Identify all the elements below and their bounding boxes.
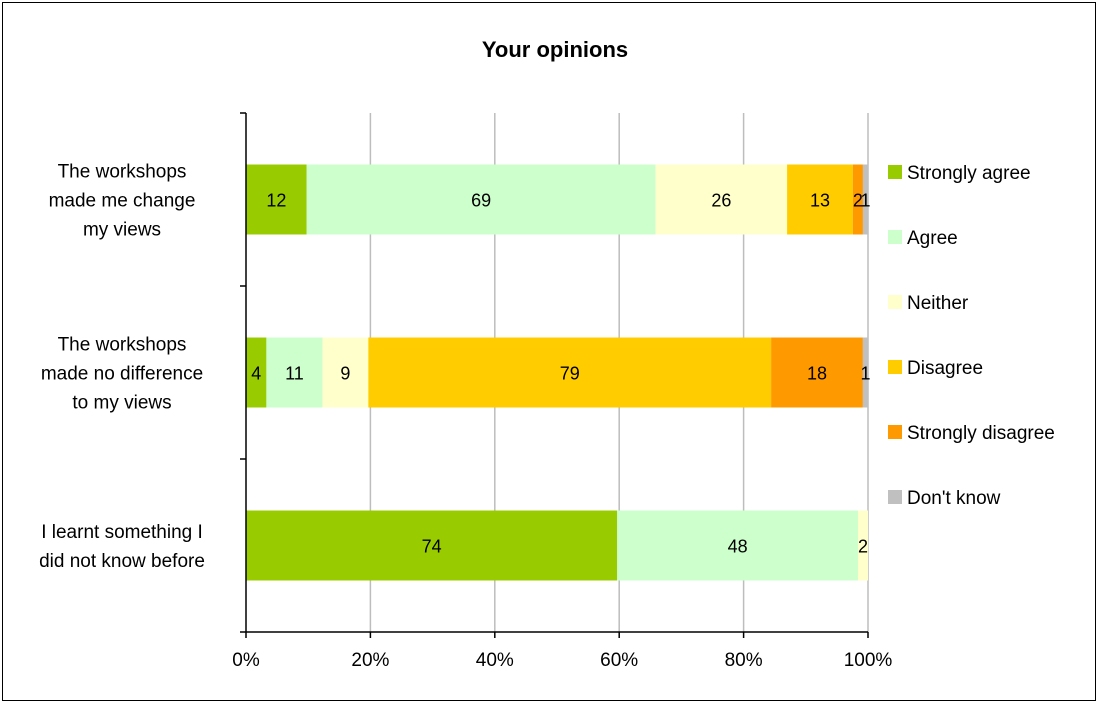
- bar-segment: [862, 164, 868, 235]
- category-label: made me change: [49, 191, 196, 212]
- legend-label: Strongly disagree: [907, 423, 1055, 444]
- bar-segment: [655, 164, 788, 235]
- data-label: 12: [266, 191, 286, 211]
- data-label: 74: [422, 537, 442, 557]
- legend-swatch: [888, 165, 902, 179]
- bar-segment: [246, 337, 267, 408]
- bar-segment: [246, 510, 618, 581]
- legend: Strongly agree Agree Neither Disagree Strong…: [888, 163, 1055, 509]
- bars-layer: 12 69 26 13 214 11 9 79 18 174 48 2: [246, 164, 870, 581]
- category-label: my views: [83, 220, 161, 241]
- axis-layer: 0% 20% 40% 60% 80% 100% The workshops made me c…: [39, 112, 893, 671]
- bar-segment: [857, 510, 868, 581]
- legend-label: Agree: [907, 228, 958, 249]
- data-label: 79: [560, 364, 580, 384]
- legend-label: Strongly agree: [907, 163, 1031, 184]
- category-label: The workshops: [58, 335, 187, 356]
- legend-label: Neither: [907, 293, 969, 314]
- bar-segment: [787, 164, 853, 235]
- data-label: 26: [711, 191, 731, 211]
- legend-label: Don't know: [907, 488, 1001, 509]
- data-label: 69: [471, 191, 491, 211]
- data-label: 2: [858, 537, 868, 557]
- legend-swatch: [888, 360, 902, 374]
- category-label: did not know before: [39, 551, 205, 572]
- bar-segment: [246, 164, 307, 235]
- bar-segment: [862, 337, 868, 408]
- legend-swatch: [888, 295, 902, 309]
- bar-segment: [368, 337, 772, 408]
- legend-swatch: [888, 425, 902, 439]
- bar-segment: [771, 337, 863, 408]
- category-label: made no difference: [41, 364, 203, 385]
- category-label: I learnt something I: [41, 522, 203, 543]
- bar-segment: [306, 164, 656, 235]
- bar-segment: [617, 510, 858, 581]
- data-label: 13: [810, 191, 830, 211]
- bar-segment: [852, 164, 863, 235]
- x-tick-label: 20%: [351, 650, 389, 671]
- legend-swatch: [888, 230, 902, 244]
- data-label: 11: [285, 364, 304, 384]
- x-tick-label: 40%: [476, 650, 514, 671]
- data-label: 9: [340, 364, 350, 384]
- chart-title: Your opinions: [482, 37, 628, 62]
- x-tick-label: 60%: [600, 650, 638, 671]
- category-label: to my views: [72, 393, 171, 414]
- data-label: 18: [807, 364, 827, 384]
- bar-segment: [322, 337, 369, 408]
- x-tick-label: 100%: [844, 650, 893, 671]
- category-label: The workshops: [58, 162, 187, 183]
- data-label: 48: [728, 537, 748, 557]
- legend-swatch: [888, 490, 902, 504]
- data-label: 2: [853, 191, 863, 211]
- data-label: 4: [251, 364, 261, 384]
- x-tick-label: 0%: [232, 650, 260, 671]
- x-tick-label: 80%: [725, 650, 763, 671]
- data-label: 1: [860, 191, 870, 211]
- data-label: 1: [860, 364, 870, 384]
- bar-segment: [266, 337, 323, 408]
- legend-label: Disagree: [907, 358, 983, 379]
